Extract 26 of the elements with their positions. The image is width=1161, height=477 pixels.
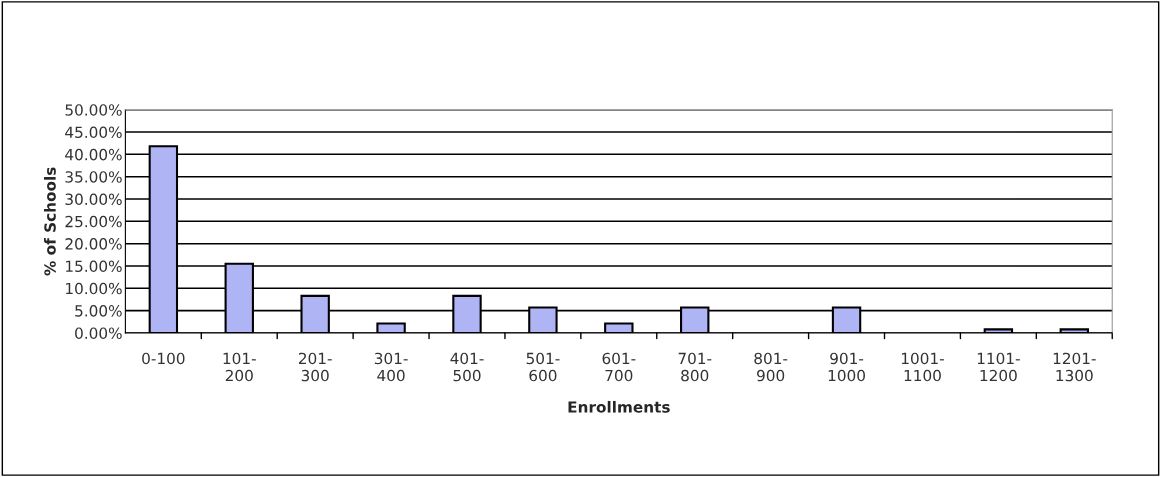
x-tick-label: 1001-1100 <box>901 352 944 382</box>
y-tick-label: 5.00% <box>75 305 122 317</box>
y-axis-title: % of Schools <box>44 167 56 276</box>
x-tick-label: 301-400 <box>374 352 408 382</box>
x-axis-title: Enrollments <box>568 400 670 413</box>
x-tick-label: 401-500 <box>450 352 484 382</box>
x-tick-label: 501-600 <box>526 352 560 382</box>
x-tick-label: 701-800 <box>678 352 712 382</box>
x-tick-label: 801-900 <box>754 352 788 382</box>
y-tick-label: 25.00% <box>65 215 122 228</box>
x-tick-label: 601-700 <box>602 352 636 382</box>
y-tick-label: 20.00% <box>65 238 122 250</box>
y-tick-label: 40.00% <box>65 148 122 161</box>
y-tick-label: 30.00% <box>65 193 122 206</box>
x-tick-label: 1101-1200 <box>977 352 1020 382</box>
x-tick-label: 201-300 <box>298 352 332 382</box>
y-tick-label: 45.00% <box>65 126 122 139</box>
x-tick-label: 901-1000 <box>828 352 865 382</box>
y-tick-label: 15.00% <box>66 260 122 272</box>
y-tick-label: 50.00% <box>65 104 122 116</box>
x-tick-label: 0-100 <box>142 352 185 365</box>
y-tick-label: 35.00% <box>65 171 122 183</box>
y-tick-label: 10.00% <box>66 282 122 295</box>
x-tick-label: 1201-1300 <box>1053 352 1096 382</box>
x-tick-label: 101-200 <box>223 352 256 382</box>
y-tick-label: 0.00% <box>75 327 122 339</box>
